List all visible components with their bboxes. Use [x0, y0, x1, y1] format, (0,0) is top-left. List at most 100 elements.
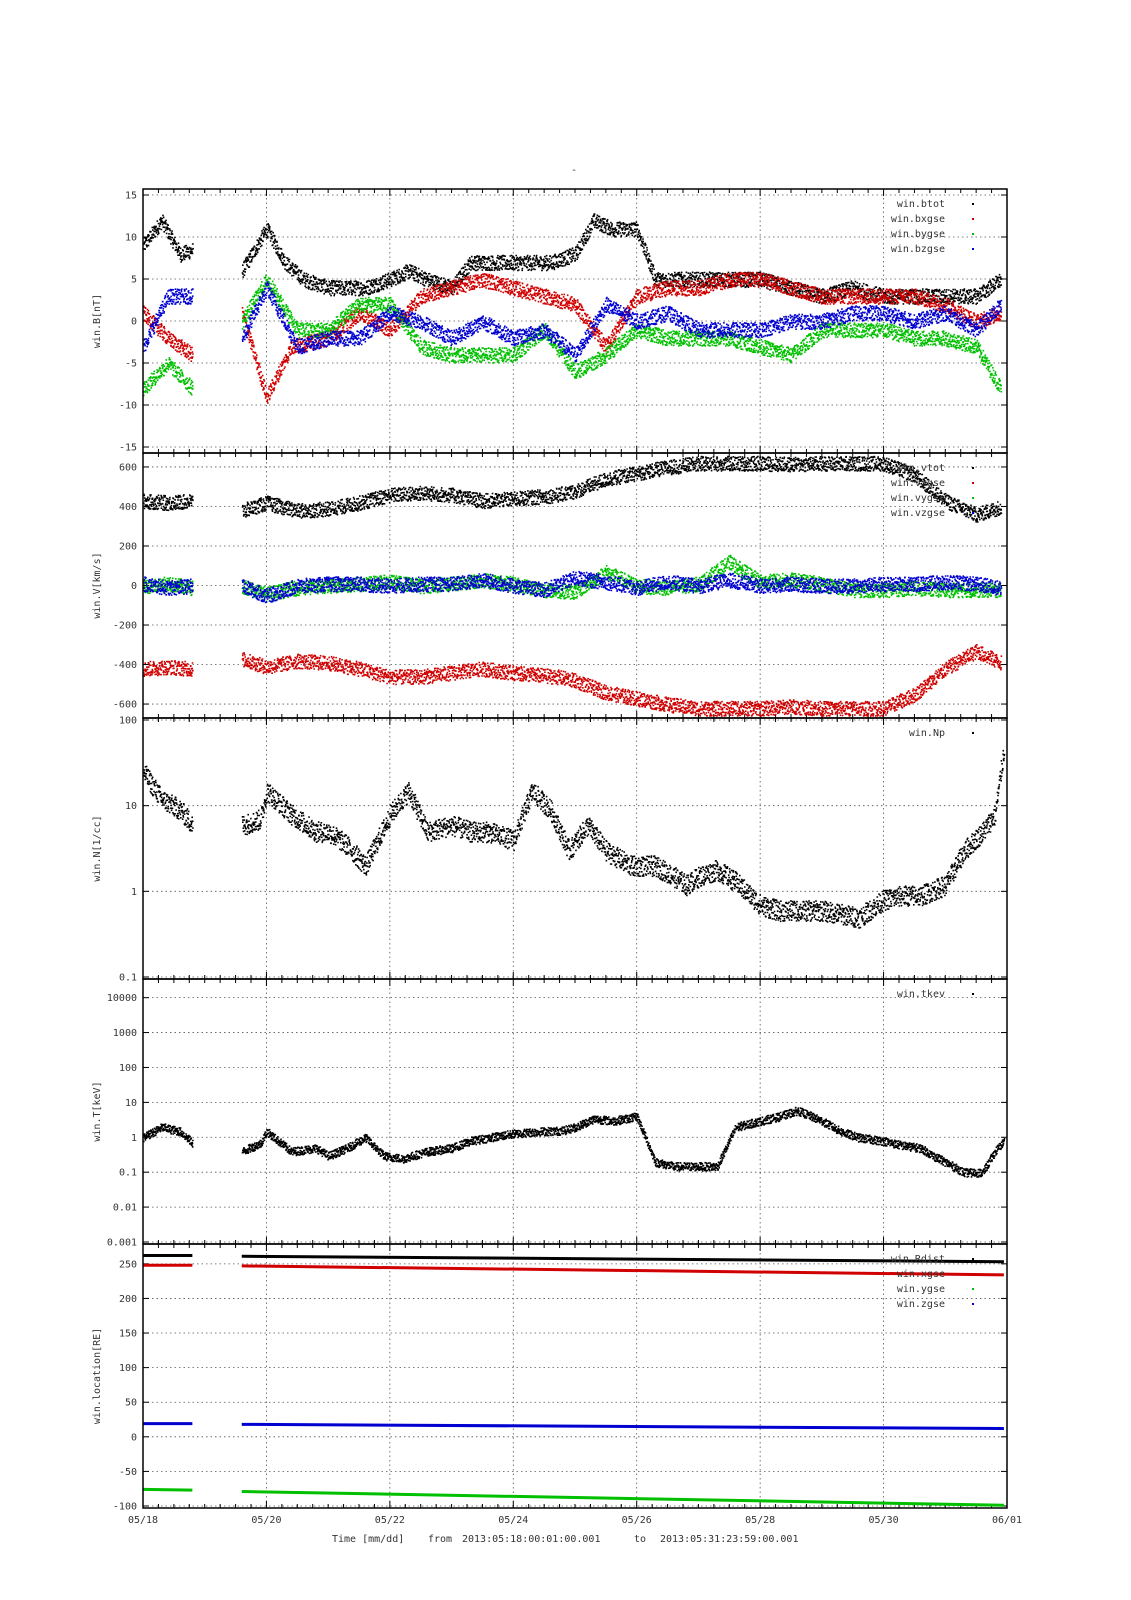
y-tick-label: -50 [119, 1467, 137, 1478]
series-layer [143, 455, 1003, 717]
legend-marker [972, 218, 974, 220]
y-axis-label: win.B[nT] [92, 294, 103, 348]
y-tick-label: -200 [113, 621, 137, 632]
y-tick-label: -600 [113, 700, 137, 711]
legend-marker [972, 512, 974, 514]
series-points-win-vtot [143, 455, 1003, 523]
y-tick-label: 0 [131, 581, 137, 592]
y-tick-label: -400 [113, 660, 137, 671]
series-layer [143, 1106, 1006, 1178]
panel-frame [142, 978, 1008, 1245]
legend-marker [972, 732, 974, 734]
panel-frame [142, 717, 1008, 980]
legend-marker [972, 467, 974, 469]
y-tick-label: 10000 [107, 993, 137, 1004]
y-tick-label: 100 [119, 1363, 137, 1374]
legend-marker [972, 1273, 974, 1275]
series-points-win-vzgse [143, 570, 1003, 604]
series-points-win-btot [143, 213, 1003, 305]
series-points-win-Np [143, 749, 1006, 929]
x-tick-label: 05/20 [251, 1515, 281, 1526]
x-tick-label: 05/30 [869, 1515, 899, 1526]
x-axis-label: Time [mm/dd] [332, 1534, 404, 1545]
y-tick-label: 1000 [113, 1028, 137, 1039]
y-tick-label: 1 [131, 1133, 137, 1144]
legend-marker [972, 1303, 974, 1305]
y-tick-label: 0.01 [113, 1203, 137, 1214]
panel-5: 250 200 150 100 50 0 -50 -100 win.location[RE] wi… [92, 1243, 1008, 1513]
y-tick-label: 5 [131, 275, 137, 286]
legend-label: win.btot [897, 199, 945, 210]
x-tick-label: 05/18 [128, 1515, 158, 1526]
series-points-win-bygse [143, 274, 1003, 397]
y-tick-label: 100 [119, 716, 137, 727]
panels: 151050-5-10-15win.B[nT]win.btotwin.bxgse… [92, 188, 1008, 1513]
legend-label: win.xgse [897, 1269, 945, 1280]
y-tick-label: 10 [125, 1098, 137, 1109]
y-tick-label: 0 [131, 1432, 137, 1443]
legend-label: win.bygse [891, 229, 945, 240]
svg-text:Time [mm/dd] from: Time [mm/dd] from 2013:05:18:00:01:00.00… [332, 1534, 798, 1545]
x-tick-label: 06/01 [992, 1515, 1022, 1526]
x-tick-label: 05/26 [622, 1515, 652, 1526]
y-tick-label: 0.001 [107, 1238, 137, 1249]
legend-label: win.tkev [897, 989, 945, 1000]
legend-label: win.Np [909, 728, 945, 739]
legend-marker [972, 233, 974, 235]
y-tick-label: 0.1 [119, 1168, 137, 1179]
series-layer [143, 1254, 1004, 1507]
legend-marker [972, 1258, 974, 1260]
panel-2: 600 400 200 0 -200 -400 -600 win.V[km/s] win.vto… [92, 452, 1008, 719]
legend-label: win.vxgse [891, 478, 945, 489]
y-tick-label: 200 [119, 1294, 137, 1305]
legend-marker [972, 482, 974, 484]
time-axis: 05/18 05/20 05/22 05/24 05/26 05/28 05/30 06/01 [128, 1515, 1022, 1526]
series-points-win-vxgse [143, 644, 1003, 717]
panel-3: 100 10 1 0.1 win.N[1/cc] win.Np [92, 716, 1008, 984]
y-tick-label: 400 [119, 502, 137, 513]
legend-label: win.ygse [897, 1284, 945, 1295]
y-tick-label: 600 [119, 462, 137, 473]
legend-marker [972, 248, 974, 250]
legend-label: win.bxgse [891, 214, 945, 225]
to-label: to [634, 1534, 646, 1545]
legend-marker [972, 993, 974, 995]
y-tick-label: -10 [119, 401, 137, 412]
y-tick-label: 200 [119, 541, 137, 552]
y-tick-label: 100 [119, 1063, 137, 1074]
series-line-win-ygse [143, 1487, 193, 1492]
figure-top-mark: - [571, 165, 577, 176]
legend-label: win.vygse [891, 493, 945, 504]
panel-4: 10000 1000 100 10 1 0.1 0.01 0.001 win.T[keV] win… [92, 978, 1008, 1249]
series-layer [143, 749, 1006, 929]
series-layer [143, 213, 1003, 404]
legend-marker [972, 203, 974, 205]
legend-marker [972, 1288, 974, 1290]
y-tick-label: -15 [119, 443, 137, 454]
y-axis-label: win.V[km/s] [92, 552, 103, 618]
series-line-win-Rdist [241, 1254, 1004, 1264]
from-value: 2013:05:18:00:01:00.001 [462, 1534, 600, 1545]
panel-frame [142, 1243, 1008, 1509]
series-line-win-ygse [241, 1489, 1004, 1507]
y-axis-label: win.T[keV] [92, 1081, 103, 1141]
series-points-win-tkev [143, 1106, 1006, 1178]
y-tick-label: 250 [119, 1259, 137, 1270]
from-label: from [428, 1534, 452, 1545]
series-points-win-vygse [143, 554, 1003, 603]
legend-label: win.zgse [897, 1299, 945, 1310]
y-tick-label: 1 [131, 887, 137, 898]
time-range-footer: Time [mm/dd] from 2013:05:18:00:01:00.00… [332, 1534, 798, 1545]
to-value: 2013:05:31:23:59:00.001 [660, 1534, 798, 1545]
legend-label: win.Rdist [891, 1254, 945, 1265]
series-line-win-xgse [241, 1264, 1004, 1277]
series-line-win-zgse [241, 1422, 1004, 1431]
x-tick-label: 05/28 [745, 1515, 775, 1526]
y-tick-label: 0 [131, 317, 137, 328]
y-tick-label: 0.1 [119, 973, 137, 984]
legend-label: win.vzgse [891, 508, 945, 519]
y-tick-label: 15 [125, 191, 137, 202]
y-tick-label: -5 [125, 359, 137, 370]
y-tick-label: 10 [125, 233, 137, 244]
